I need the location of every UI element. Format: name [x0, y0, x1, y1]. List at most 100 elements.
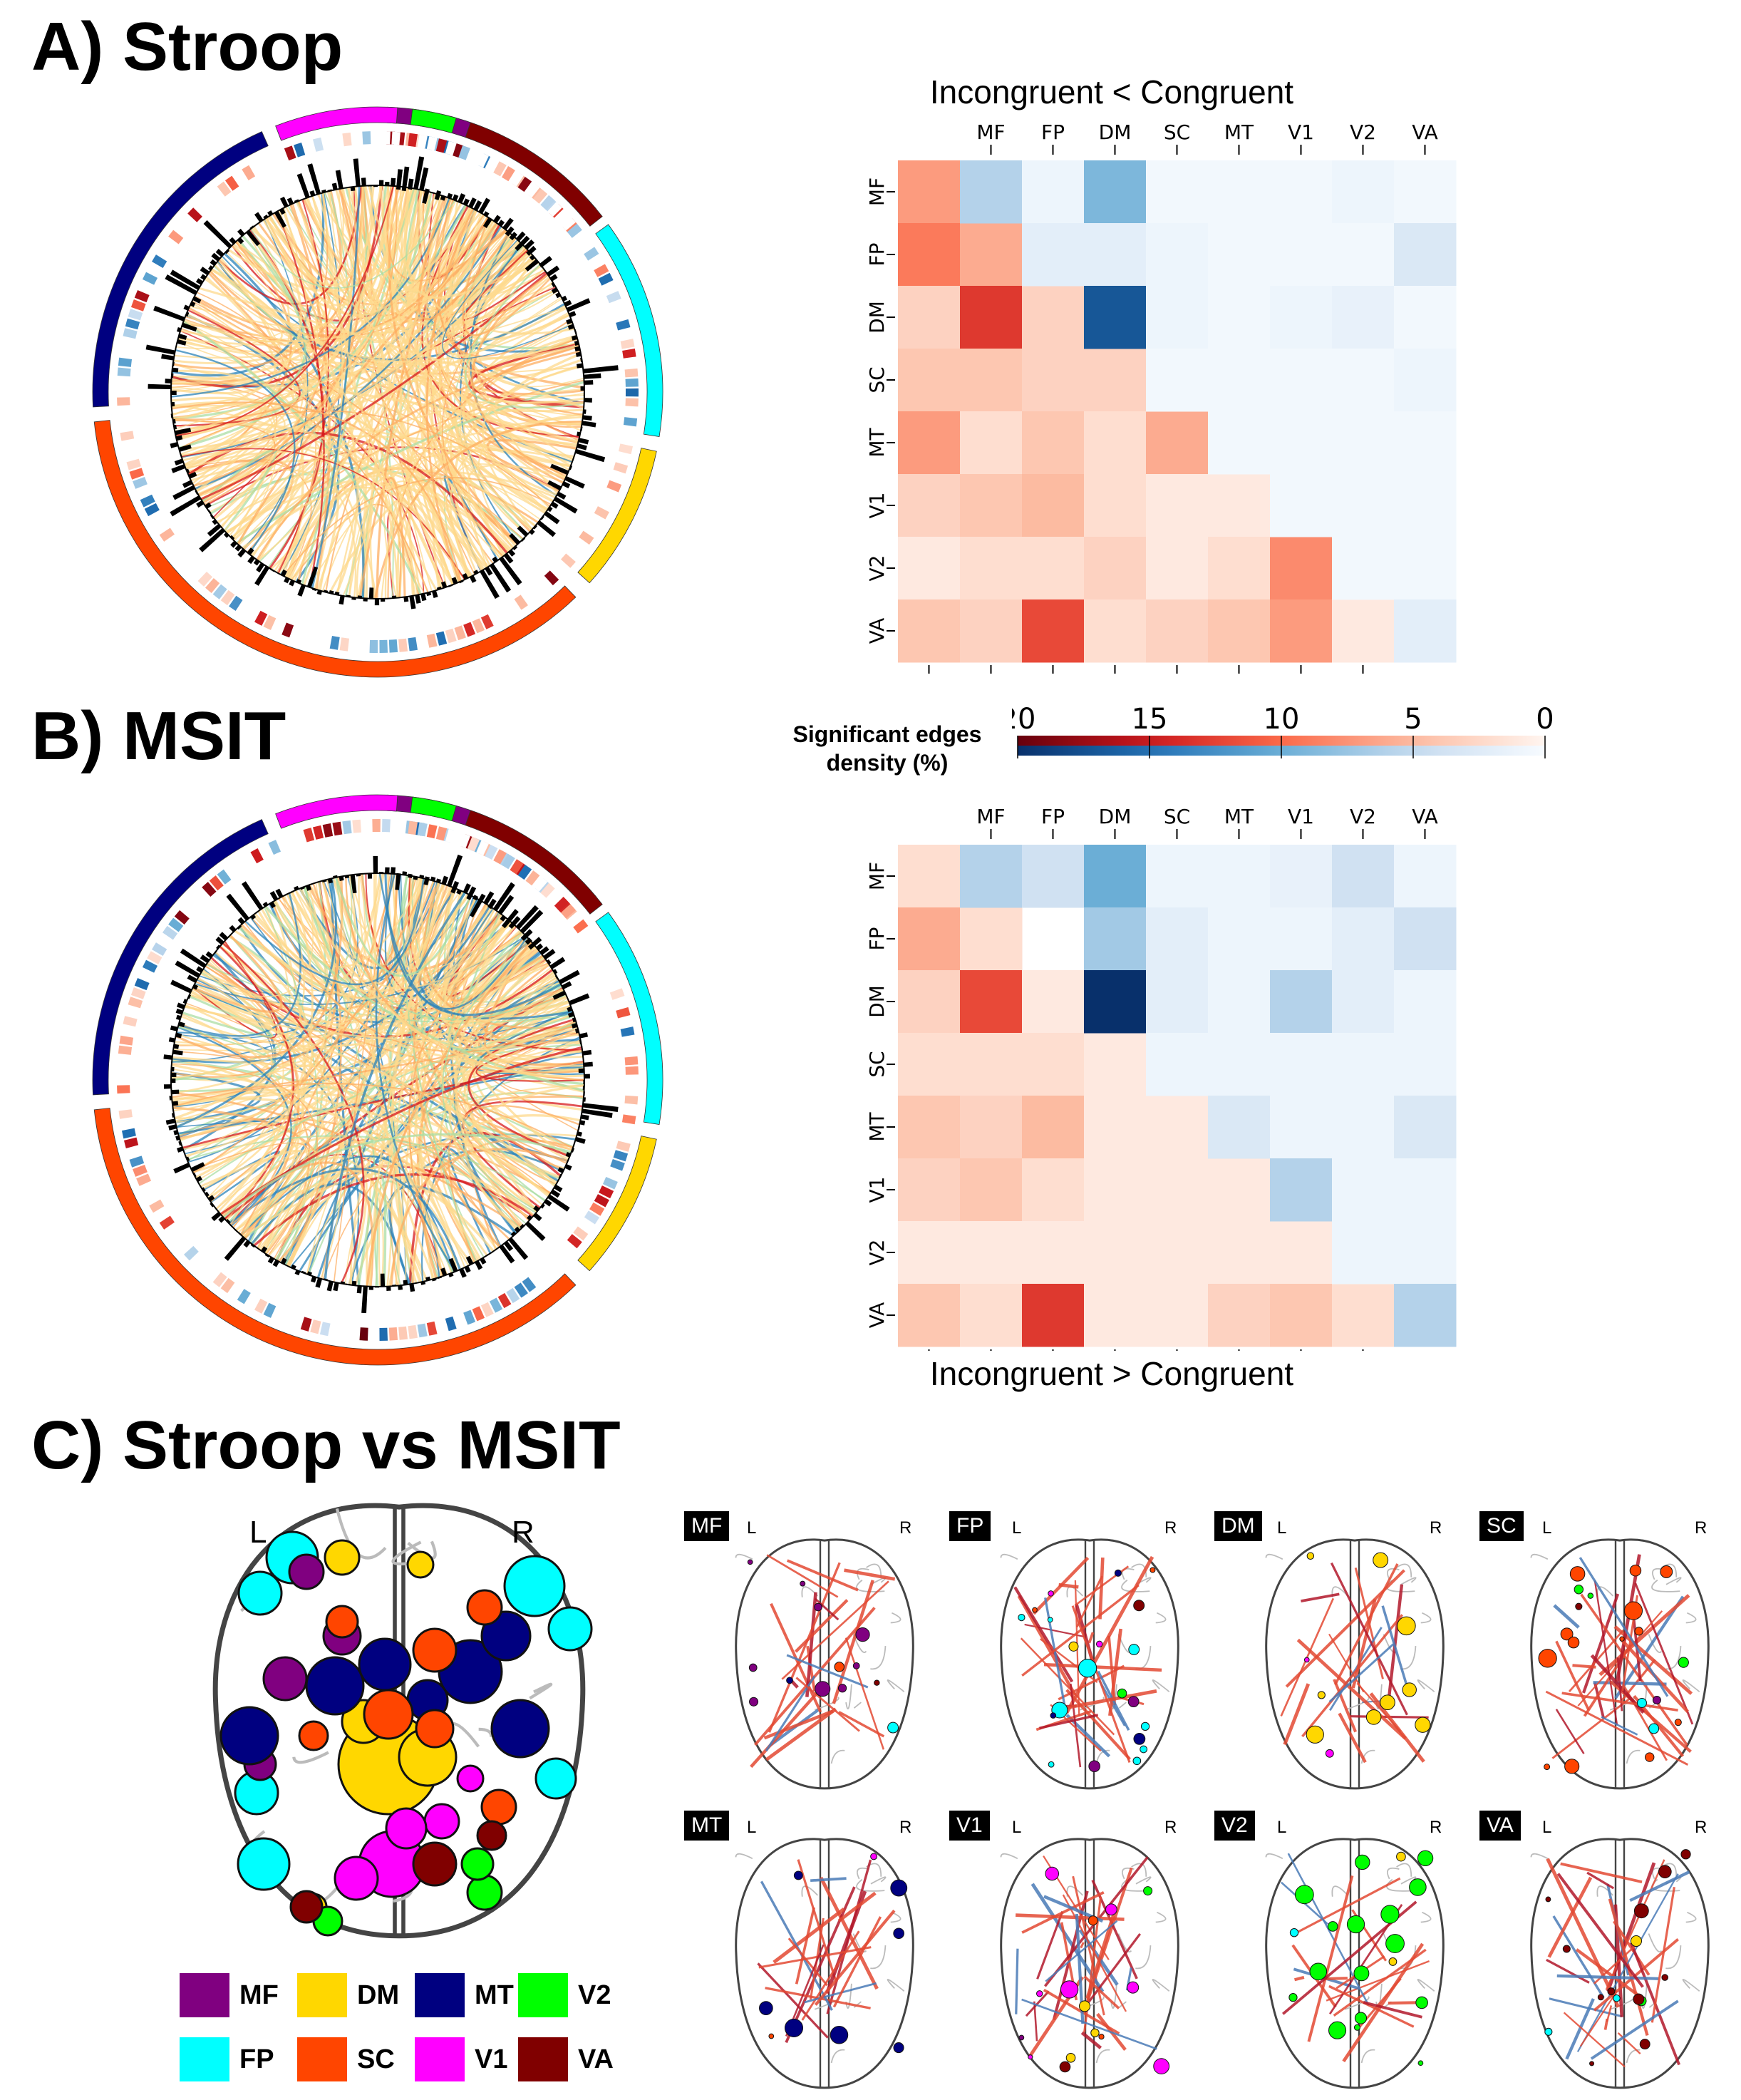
circos-histogram-bar — [229, 535, 235, 540]
circos-chord — [311, 186, 361, 589]
circos-histogram-bar — [463, 883, 471, 894]
circos-histogram-bar — [521, 537, 526, 542]
circos-heat-tick — [195, 888, 210, 904]
brain-node-mf — [288, 1553, 325, 1590]
heatmap-cell-red — [1084, 1033, 1147, 1096]
brain-sulcus — [1000, 1553, 1018, 1560]
circos-heat-tick — [618, 443, 634, 455]
heatmap-cell-red — [960, 286, 1023, 349]
circos-histogram-bar — [571, 1148, 575, 1153]
circos-histogram-bar — [300, 886, 305, 890]
circos-chord — [180, 220, 495, 343]
brain-sulcus — [1685, 1612, 1697, 1624]
small-brain-edge — [801, 1930, 860, 2021]
small-brain-node — [1048, 1761, 1055, 1768]
heatmap-cell-red — [898, 845, 961, 908]
circos-histogram-bar — [480, 1257, 487, 1265]
circos-histogram-bar — [493, 220, 497, 224]
brain-node-v1 — [423, 1803, 460, 1840]
circos-heat-tick — [329, 636, 340, 650]
small-brain-node — [1105, 1903, 1117, 1916]
circos-heat-tick — [319, 634, 331, 649]
small-brain-edge — [1545, 1690, 1689, 1766]
circos-heat-tick — [529, 583, 544, 599]
circos-heat-tick — [489, 609, 503, 625]
brain-sulcus — [1265, 1853, 1283, 1860]
circos-chord — [260, 1007, 572, 1251]
circos-heat-tick — [606, 979, 621, 992]
circos-histogram-bar — [344, 187, 349, 188]
circos-heat-tick — [147, 263, 162, 277]
circos-histogram-bar — [565, 1151, 572, 1158]
circos-heat-tick — [618, 329, 633, 340]
small-brain-right-label: R — [1164, 1818, 1177, 1837]
circos-histogram-bar — [490, 1251, 494, 1255]
circos-histogram-bar — [493, 882, 515, 912]
circos-heat-tick — [123, 449, 139, 460]
circos-histogram-bar — [224, 1236, 247, 1261]
circos-heat-tick — [152, 942, 167, 956]
circos-histogram-bar — [226, 893, 249, 921]
small-brain-node — [1544, 2027, 1553, 2036]
circos-heat-tick — [391, 819, 401, 833]
circos-histogram-bar — [261, 1246, 268, 1253]
circos-chord — [442, 240, 574, 359]
heatmap-cell-blue — [1270, 411, 1333, 475]
brain-sulcus — [856, 1878, 885, 1892]
heatmap-cell-red — [1084, 1158, 1147, 1222]
circos-heat-tick — [190, 565, 206, 580]
circos-histogram-bar — [584, 380, 594, 385]
small-brain-edge — [773, 1907, 845, 1964]
circos-histogram-bar — [578, 438, 589, 445]
circos-chord — [189, 264, 542, 479]
circos-histogram-bar — [552, 969, 558, 974]
circos-histogram-bar — [396, 169, 403, 187]
small-brain-node — [1639, 2039, 1650, 2050]
circos-histogram-bar — [543, 949, 556, 960]
small-brain-node — [1417, 2060, 1424, 2066]
brain-sulcus — [1651, 1579, 1680, 1592]
circos-histogram-bar — [550, 463, 569, 475]
circos-heat-tick — [263, 614, 277, 630]
circos-heat-tick — [136, 1173, 152, 1186]
circos-histogram-bar — [175, 1008, 183, 1015]
legend-label: SC — [357, 2044, 395, 2074]
small-brain-node — [749, 1697, 759, 1707]
circos-chord — [175, 422, 443, 590]
small-brain-node — [1569, 1566, 1586, 1582]
circos-chord — [197, 885, 314, 997]
circos-heat-tick — [578, 926, 594, 941]
small-brain-node — [1289, 1928, 1299, 1937]
brain-sulcus — [1400, 1577, 1417, 1585]
small-brain-node — [1607, 1987, 1616, 1996]
circos-heat-tick — [426, 1321, 438, 1336]
circos-histogram-bar — [267, 1257, 274, 1264]
circos-histogram-bar — [564, 299, 572, 307]
heatmap-top-tick-label: V1 — [1288, 805, 1314, 828]
circos-histogram-bar — [440, 581, 448, 589]
small-brain-va — [1530, 1838, 1710, 2089]
circos-histogram-bar — [483, 211, 490, 217]
circos-chord — [321, 274, 549, 592]
legend-item-sc: SC — [297, 2037, 395, 2081]
circos-histogram-bar — [420, 593, 427, 602]
circos-histogram-bar — [177, 1146, 184, 1153]
circos-histogram-bar — [402, 166, 410, 187]
circos-segment-va — [465, 122, 603, 227]
small-brain-edge — [1333, 1679, 1357, 1733]
circos-heat-tick — [369, 639, 378, 653]
colorbar-label: Significant edges density (%) — [777, 720, 998, 777]
circos-heat-tick — [510, 859, 524, 875]
circos-heat-tick — [284, 833, 296, 849]
circos-histogram-bar — [413, 876, 418, 880]
brain-sulcus — [1121, 1579, 1150, 1592]
circos-histogram-bar — [517, 525, 529, 537]
circos-heat-tick — [382, 819, 391, 833]
circos-segment-dm — [577, 1136, 657, 1272]
circos-segment-sc — [93, 1108, 577, 1366]
small-brain-dm — [1265, 1538, 1445, 1790]
small-brain-edge — [1650, 1887, 1675, 2023]
circos-histogram-bar — [229, 1224, 234, 1228]
circos-histogram-bar — [569, 465, 573, 470]
small-brain-left-label: L — [1012, 1818, 1022, 1837]
